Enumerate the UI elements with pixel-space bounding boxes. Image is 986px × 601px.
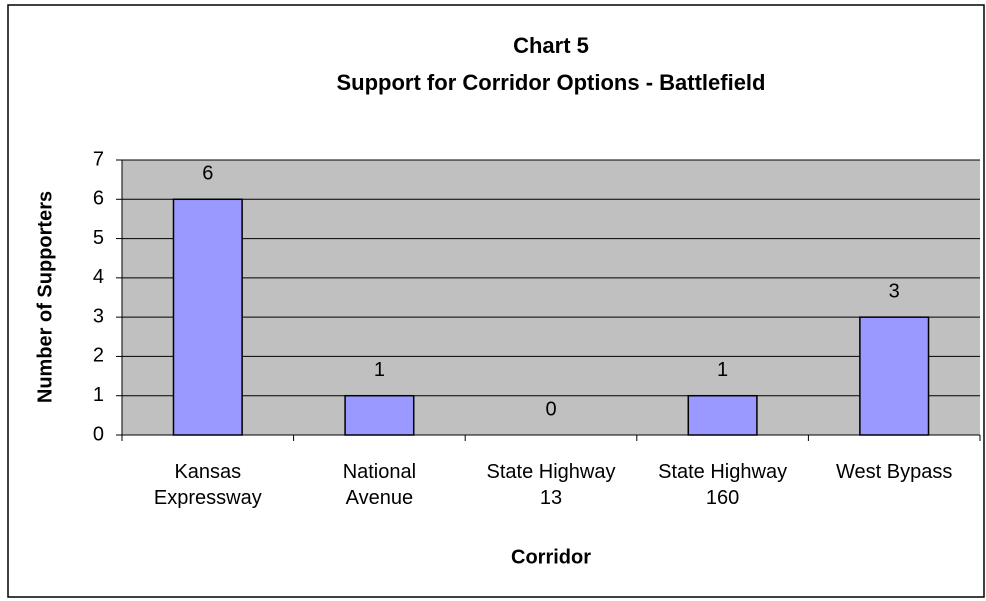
bar xyxy=(344,394,415,436)
data-label: 0 xyxy=(545,398,556,420)
x-tick-label: Kansas Expressway xyxy=(153,461,262,509)
x-tick-label: National Avenue xyxy=(342,461,417,509)
y-tick-label: 6 xyxy=(93,188,104,210)
y-axis-label: Number of Supporters xyxy=(34,191,56,403)
bar xyxy=(172,198,243,436)
x-axis-label: Corridor xyxy=(511,546,591,568)
x-tick-label: West Bypass xyxy=(836,461,953,483)
y-tick-label: 3 xyxy=(93,305,104,327)
y-tick-label: 0 xyxy=(93,423,104,445)
y-tick-label: 5 xyxy=(93,227,104,249)
y-tick-label: 1 xyxy=(93,384,104,406)
data-label: 3 xyxy=(889,280,900,302)
chart-title: Chart 5 xyxy=(513,33,589,58)
y-tick-label: 2 xyxy=(93,345,104,367)
chart-subtitle: Support for Corridor Options - Battlefie… xyxy=(337,70,766,95)
bar xyxy=(859,316,930,436)
data-label: 1 xyxy=(717,359,728,381)
bar xyxy=(687,394,758,436)
plot-area xyxy=(122,160,980,435)
y-tick-label: 4 xyxy=(93,266,104,288)
data-label: 1 xyxy=(374,359,385,381)
x-tick-label: State Highway 13 xyxy=(486,461,616,509)
y-tick-label: 7 xyxy=(93,148,104,170)
x-tick-label: State Highway 160 xyxy=(658,461,788,509)
data-label: 6 xyxy=(202,163,213,185)
